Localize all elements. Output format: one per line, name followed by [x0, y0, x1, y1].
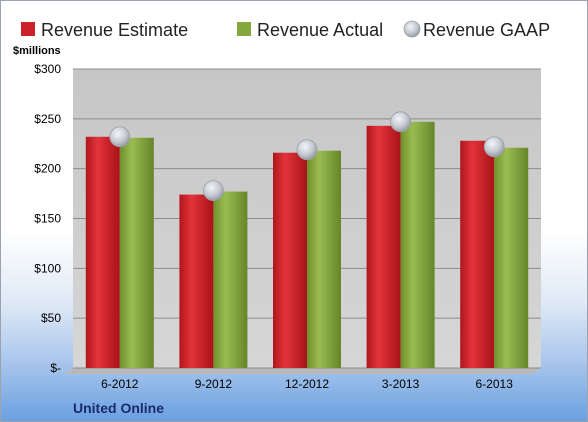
marker-revenue-gaap [483, 136, 505, 158]
marker-revenue-gaap [109, 126, 131, 148]
bar-revenue-estimate [179, 194, 214, 368]
x-tick-label: 3-2013 [382, 377, 420, 391]
y-unit-label: $millions [13, 45, 61, 57]
bar-revenue-actual [119, 137, 154, 368]
bar-revenue-actual [400, 121, 435, 368]
y-tick-label: $300 [34, 62, 61, 76]
x-tick-label: 6-2012 [101, 377, 139, 391]
bar-revenue-estimate [460, 140, 495, 368]
x-tick-label: 12-2012 [285, 377, 329, 391]
legend-swatch-revenue-actual [237, 22, 251, 36]
x-tick-label: 9-2012 [195, 377, 233, 391]
legend-label: Revenue GAAP [423, 20, 550, 40]
x-tick-label: 6-2013 [476, 377, 514, 391]
y-tick-label: $- [50, 361, 61, 375]
y-tick-label: $150 [34, 212, 61, 226]
bar-revenue-actual [494, 147, 529, 368]
y-tick-label: $100 [34, 261, 61, 275]
legend-swatch-revenue-estimate [21, 22, 35, 36]
y-tick-label: $200 [34, 162, 61, 176]
legend-label: Revenue Actual [257, 20, 383, 40]
bar-revenue-actual [213, 191, 248, 368]
legend-swatch-revenue-gaap [403, 20, 421, 38]
bar-revenue-estimate [85, 136, 120, 368]
marker-revenue-gaap [390, 111, 412, 133]
marker-revenue-gaap [296, 139, 318, 161]
legend-label: Revenue Estimate [41, 20, 188, 40]
company-name: United Online [73, 400, 164, 416]
bar-revenue-actual [307, 150, 341, 368]
y-tick-label: $50 [41, 311, 61, 325]
bar-revenue-estimate [366, 125, 401, 368]
marker-revenue-gaap [202, 180, 224, 201]
bar-revenue-estimate [273, 152, 307, 368]
plot-floor [65, 368, 541, 374]
y-tick-label: $250 [34, 112, 61, 126]
